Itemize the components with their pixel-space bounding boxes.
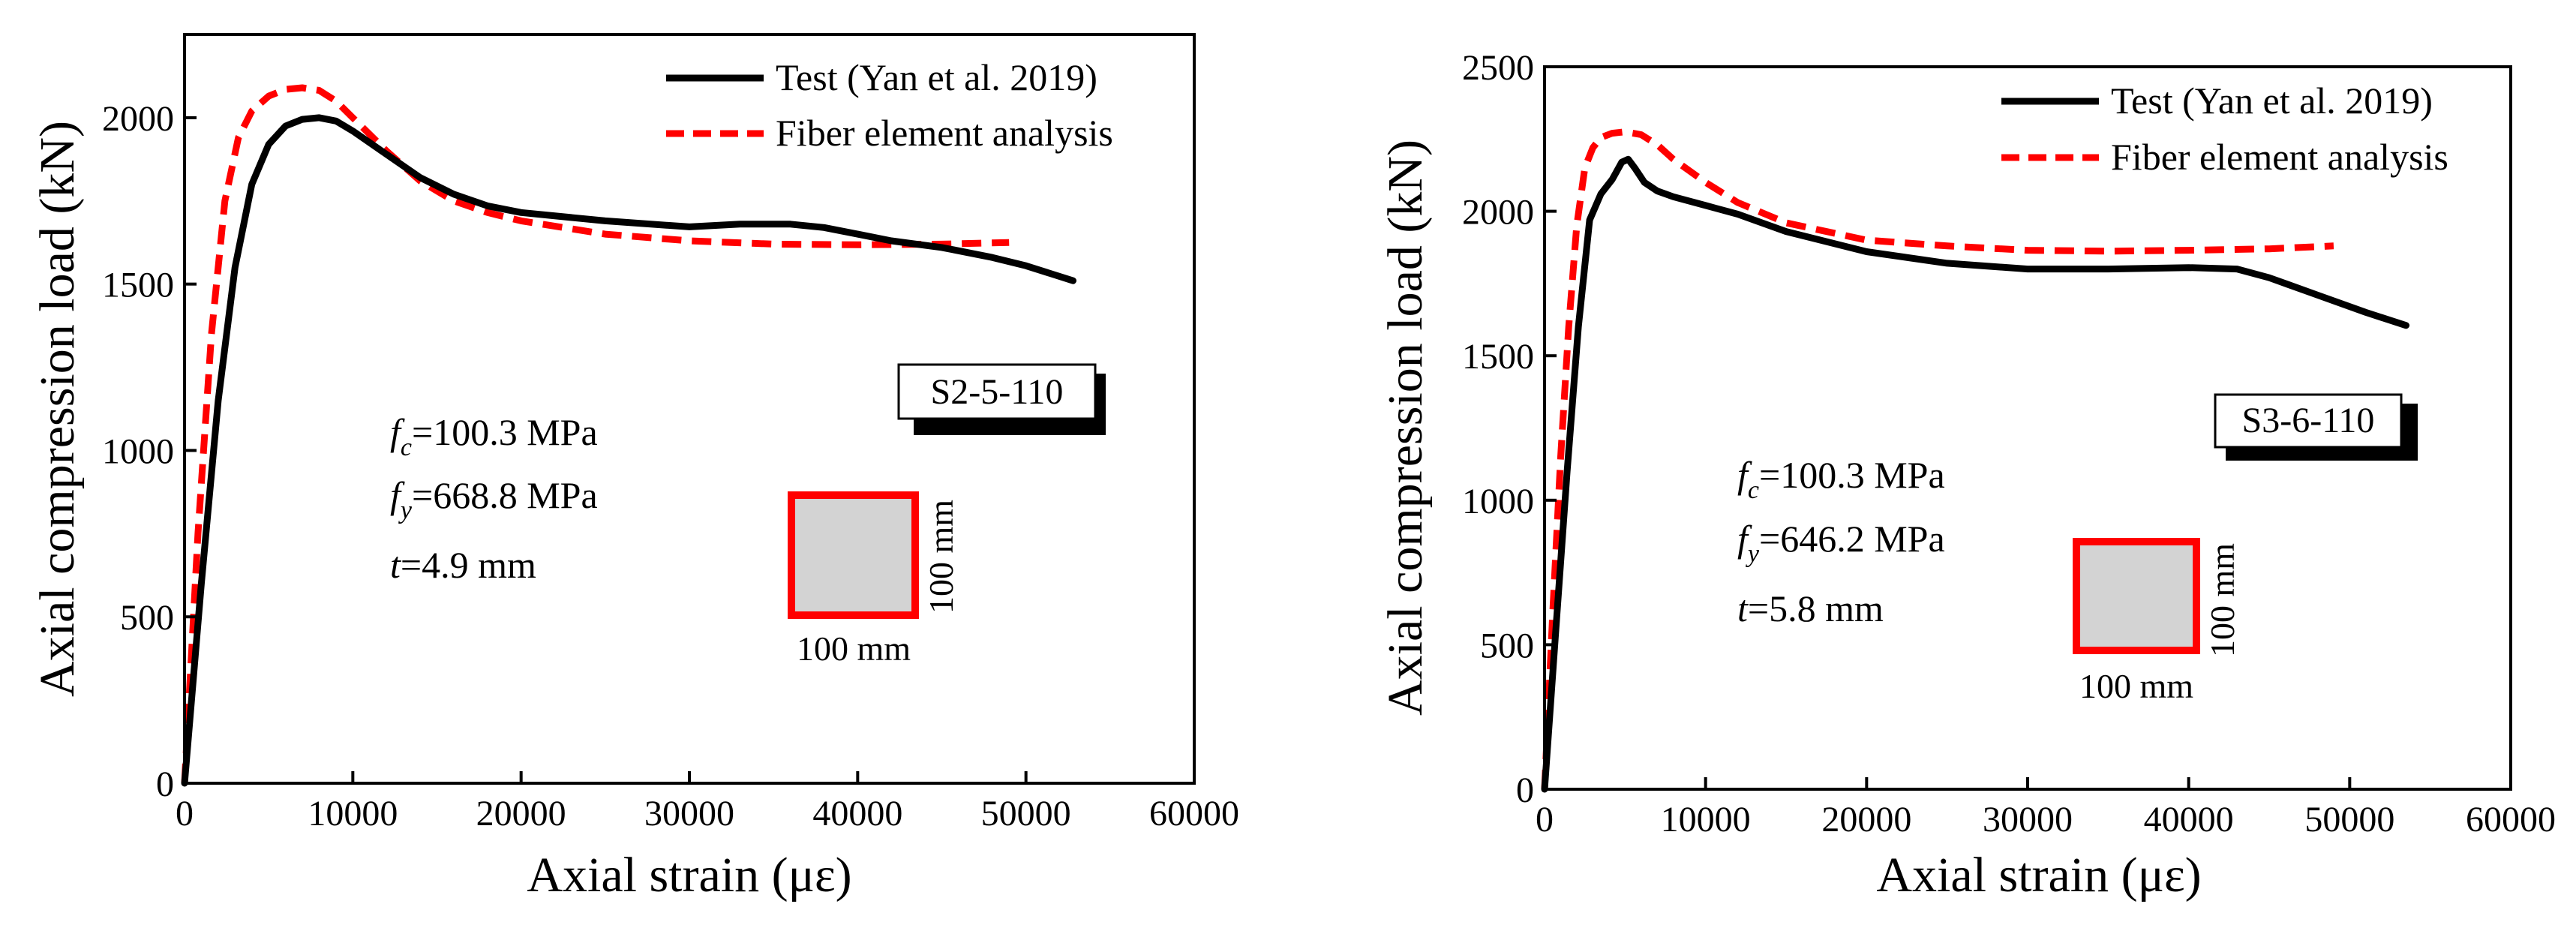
right-annotation-fy: fy=646.2 MPa xyxy=(1737,518,1945,568)
left-annotation-fc: fc=100.3 MPa xyxy=(390,411,598,461)
right-test-curve xyxy=(1541,155,2409,793)
left-annotation-fy: fy=668.8 MPa xyxy=(390,474,598,524)
left-section-height-label: 100 mm xyxy=(922,500,960,614)
right-legend-test-label: Test (Yan et al. 2019) xyxy=(2111,80,2433,122)
right-annotations: fc=100.3 MPa fy=646.2 MPa t=5.8 mm xyxy=(1737,454,1945,629)
left-fiber-analysis-curve xyxy=(181,84,1010,784)
right-annotation-fc: fc=100.3 MPa xyxy=(1737,454,1945,504)
left-y-tick-label: 2000 xyxy=(102,99,174,139)
left-label-box xyxy=(897,363,1097,420)
right-section-width-label: 100 mm xyxy=(2079,667,2193,705)
left-x-axis-title: Axial strain (με) xyxy=(527,848,851,902)
right-x-axis-title: Axial strain (με) xyxy=(1876,848,2201,902)
right-legend: Test (Yan et al. 2019) Fiber element ana… xyxy=(2001,80,2448,178)
right-y-tick-label: 2500 xyxy=(1462,48,1534,88)
left-y-tick-label: 1500 xyxy=(102,266,174,305)
left-section-square xyxy=(788,491,919,619)
right-x-tick-label: 40000 xyxy=(2144,800,2234,839)
right-x-tick-label: 20000 xyxy=(1821,800,1911,839)
left-y-tick-label: 1000 xyxy=(102,431,174,471)
right-plot-data xyxy=(1541,128,2409,793)
right-x-tick-label: 0 xyxy=(1536,800,1554,839)
left-annotation-t: t=4.9 mm xyxy=(390,544,536,586)
right-chart-panel: 0 10000 20000 30000 40000 50000 60000 0 500 1000 1… xyxy=(1378,48,2556,902)
left-section-width-label: 100 mm xyxy=(797,629,911,668)
left-plot-data xyxy=(181,84,1076,787)
left-cross-section: 100 mm 100 mm xyxy=(788,491,960,668)
right-y-tick-label: 1500 xyxy=(1462,337,1534,377)
right-y-tick-label: 0 xyxy=(1516,770,1534,810)
right-x-tick-label: 50000 xyxy=(2304,800,2394,839)
left-x-tick-label: 50000 xyxy=(981,794,1071,833)
left-specimen-label: S2-5-110 xyxy=(897,363,1106,435)
left-x-tick-label: 20000 xyxy=(476,794,566,833)
left-legend: Test (Yan et al. 2019) Fiber element ana… xyxy=(666,56,1113,154)
left-y-axis-title: Axial compression load (kN) xyxy=(30,121,85,697)
right-x-tick-label: 60000 xyxy=(2466,800,2556,839)
left-x-tick-label: 40000 xyxy=(812,794,902,833)
right-section-square xyxy=(2073,538,2200,654)
left-label-text: S2-5-110 xyxy=(931,372,1064,412)
right-y-tick-label: 1000 xyxy=(1462,482,1534,521)
right-y-axis-title: Axial compression load (kN) xyxy=(1378,140,1433,716)
left-y-tick-label: 0 xyxy=(156,764,174,804)
right-y-tick-label: 500 xyxy=(1480,626,1534,665)
right-label-box xyxy=(2214,393,2403,449)
right-annotation-t: t=5.8 mm xyxy=(1737,587,1884,629)
right-legend-fiber-label: Fiber element analysis xyxy=(2111,136,2448,178)
left-annotations: fc=100.3 MPa fy=668.8 MPa t=4.9 mm xyxy=(390,411,598,586)
left-legend-fiber-label: Fiber element analysis xyxy=(776,112,1113,154)
right-ticks: 0 10000 20000 30000 40000 50000 60000 0 500 1000 1… xyxy=(1462,48,2556,839)
right-x-tick-label: 30000 xyxy=(1983,800,2073,839)
left-y-tick-label: 500 xyxy=(120,598,174,638)
left-ticks: 0 10000 20000 30000 40000 50000 60000 0 500 1000 1… xyxy=(102,99,1239,833)
left-x-tick-label: 30000 xyxy=(644,794,734,833)
right-specimen-label: S3-6-110 xyxy=(2214,393,2418,461)
left-chart-panel: 0 10000 20000 30000 40000 50000 60000 0 500 1000 1… xyxy=(30,33,1239,902)
left-x-tick-label: 10000 xyxy=(308,794,398,833)
left-test-curve xyxy=(181,114,1076,787)
right-y-tick-label: 2000 xyxy=(1462,193,1534,233)
right-label-text: S3-6-110 xyxy=(2242,401,2375,440)
left-legend-test-label: Test (Yan et al. 2019) xyxy=(776,56,1097,98)
right-x-tick-label: 10000 xyxy=(1661,800,1751,839)
left-x-tick-label: 0 xyxy=(176,794,194,833)
right-cross-section: 100 mm 100 mm xyxy=(2073,538,2241,705)
right-section-height-label: 100 mm xyxy=(2203,543,2241,657)
left-x-tick-label: 60000 xyxy=(1149,794,1239,833)
